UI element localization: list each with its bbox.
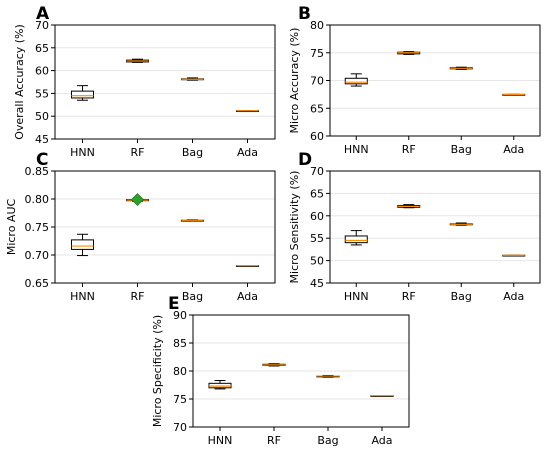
panel-b: B 60 65 70 75 80 Micro Accuracy (%) HNN RF Bag Ada: [288, 4, 541, 156]
y-axis-label: Micro AUC: [5, 199, 18, 256]
box-iqr: [344, 77, 368, 85]
box-hnn: [71, 85, 94, 101]
y-axis-label: Micro Accuracy (%): [288, 28, 301, 134]
box-rf: [126, 193, 149, 206]
x-tick-label: HNN: [70, 146, 95, 159]
x-tick-label: Ada: [371, 434, 392, 447]
box-ada: [236, 110, 259, 113]
y-tick-label: 70: [310, 165, 324, 178]
box-rf: [397, 204, 421, 209]
x-tick-label: HNN: [70, 290, 95, 303]
box-bag: [449, 222, 473, 226]
x-tick-label: Ada: [503, 143, 524, 156]
y-tick-label: 65: [35, 42, 49, 55]
panel-d: D 45 50 55 60 65 70 Micro Sensitivity (%) HNN RF B…: [288, 150, 541, 303]
plot-frame: [192, 314, 410, 428]
x-tick-label: Ada: [237, 146, 258, 159]
y-tick-label: 70: [310, 75, 324, 88]
box-hnn: [208, 380, 232, 390]
box-bag: [181, 77, 204, 81]
x-tick-label: HNN: [208, 434, 233, 447]
y-tick-label: 60: [35, 65, 49, 78]
x-tick-label: Bag: [317, 434, 338, 447]
panel-a: A 45 50 55 60 65 70 Overall Accuracy (%) HNN RF Ba…: [13, 4, 276, 159]
plot-frame: [329, 24, 541, 137]
box-iqr: [71, 239, 94, 250]
x-tick-label: HNN: [344, 143, 369, 156]
y-tick-label: 55: [310, 232, 324, 245]
box-ada: [502, 254, 526, 257]
box-rf: [126, 58, 149, 63]
box-bag: [449, 66, 473, 70]
x-tick-label: Ada: [503, 290, 524, 303]
box-ada: [502, 93, 526, 96]
y-tick-label: 75: [310, 47, 324, 60]
plot-frame: [54, 24, 276, 140]
y-axis-label: Micro Sensitivity (%): [288, 171, 301, 284]
x-tick-label: Bag: [451, 143, 472, 156]
box-hnn: [344, 73, 368, 87]
y-tick-label: 90: [173, 309, 187, 322]
x-tick-label: Ada: [237, 290, 258, 303]
y-tick-label: 55: [35, 87, 49, 100]
panel-letter: B: [298, 4, 311, 24]
box-ada: [370, 395, 394, 397]
box-hnn: [344, 230, 368, 246]
panel-letter: E: [168, 294, 180, 314]
x-tick-label: RF: [131, 290, 145, 303]
box-rf: [397, 51, 421, 55]
y-axis-label: Micro Specificity (%): [151, 315, 164, 427]
x-tick-label: RF: [267, 434, 281, 447]
box-iqr: [71, 90, 94, 99]
y-tick-label: 0.80: [25, 193, 50, 206]
y-tick-label: 80: [310, 19, 324, 32]
plot-frame: [329, 170, 541, 284]
panel-letter: C: [36, 150, 48, 170]
y-tick-label: 0.65: [25, 277, 50, 290]
y-tick-label: 50: [310, 255, 324, 268]
panel-letter: D: [298, 150, 312, 170]
outlier-marker: [131, 193, 144, 206]
box-hnn: [71, 233, 94, 257]
x-tick-label: Bag: [182, 146, 203, 159]
x-tick-label: RF: [402, 143, 416, 156]
box-iqr: [344, 235, 368, 244]
y-tick-label: 65: [310, 102, 324, 115]
x-tick-label: RF: [131, 146, 145, 159]
y-tick-label: 80: [173, 365, 187, 378]
y-tick-label: 65: [310, 187, 324, 200]
y-axis-label: Overall Accuracy (%): [13, 24, 26, 140]
y-tick-label: 50: [35, 110, 49, 123]
x-tick-label: RF: [402, 290, 416, 303]
box-rf: [262, 363, 286, 367]
panel-c: C 0.65 0.70 0.75 0.80 0.85 Micro AUC HNN RF Bag Ad…: [5, 150, 276, 303]
y-tick-label: 45: [310, 277, 324, 290]
x-tick-label: Bag: [451, 290, 472, 303]
y-tick-label: 75: [173, 393, 187, 406]
x-tick-label: HNN: [344, 290, 369, 303]
box-bag: [181, 219, 204, 222]
y-tick-label: 85: [173, 337, 187, 350]
y-tick-label: 60: [310, 130, 324, 143]
y-tick-label: 0.70: [25, 249, 50, 262]
box-bag: [316, 374, 340, 378]
box-ada: [236, 265, 259, 267]
y-tick-label: 70: [173, 421, 187, 434]
panel-e: E 70 75 80 85 90 Micro Specificity (%) HNN RF Bag…: [151, 294, 410, 447]
y-tick-label: 0.85: [25, 165, 50, 178]
y-tick-label: 60: [310, 210, 324, 223]
y-tick-label: 0.75: [25, 221, 50, 234]
y-tick-label: 70: [35, 19, 49, 32]
y-tick-label: 45: [35, 133, 49, 146]
plot-frame: [54, 170, 276, 284]
x-tick-label: Bag: [182, 290, 203, 303]
panel-letter: A: [36, 4, 50, 24]
